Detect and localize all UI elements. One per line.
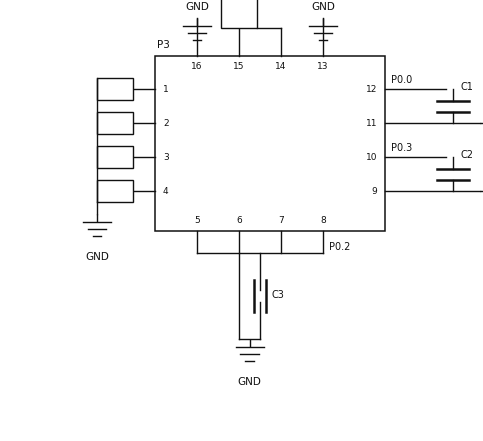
Bar: [97, 146, 133, 168]
Text: GND: GND: [238, 377, 261, 387]
Text: GND: GND: [311, 2, 335, 12]
Text: P0.3: P0.3: [391, 143, 412, 153]
Text: P3: P3: [157, 40, 170, 50]
Text: 7: 7: [278, 216, 284, 225]
Text: C3: C3: [272, 290, 285, 300]
Text: 10: 10: [366, 153, 377, 161]
Text: P0.0: P0.0: [391, 75, 412, 85]
Text: 4: 4: [163, 187, 169, 195]
Text: P0.2: P0.2: [329, 242, 350, 252]
Text: 16: 16: [191, 62, 203, 71]
Bar: [155, 56, 385, 231]
Text: 5: 5: [194, 216, 200, 225]
Bar: [97, 78, 133, 100]
Bar: [221, 0, 257, 28]
Text: 13: 13: [317, 62, 329, 71]
Text: 14: 14: [275, 62, 287, 71]
Text: 2: 2: [163, 119, 169, 127]
Text: 9: 9: [371, 187, 377, 195]
Text: 12: 12: [366, 85, 377, 93]
Bar: [97, 180, 133, 202]
Text: 15: 15: [233, 62, 245, 71]
Text: 1: 1: [163, 85, 169, 93]
Text: GND: GND: [185, 2, 209, 12]
Text: 8: 8: [320, 216, 326, 225]
Bar: [97, 112, 133, 134]
Text: C2: C2: [461, 150, 474, 160]
Text: 6: 6: [236, 216, 242, 225]
Text: 11: 11: [366, 119, 377, 127]
Text: GND: GND: [85, 252, 109, 262]
Text: 3: 3: [163, 153, 169, 161]
Text: C1: C1: [461, 82, 474, 92]
